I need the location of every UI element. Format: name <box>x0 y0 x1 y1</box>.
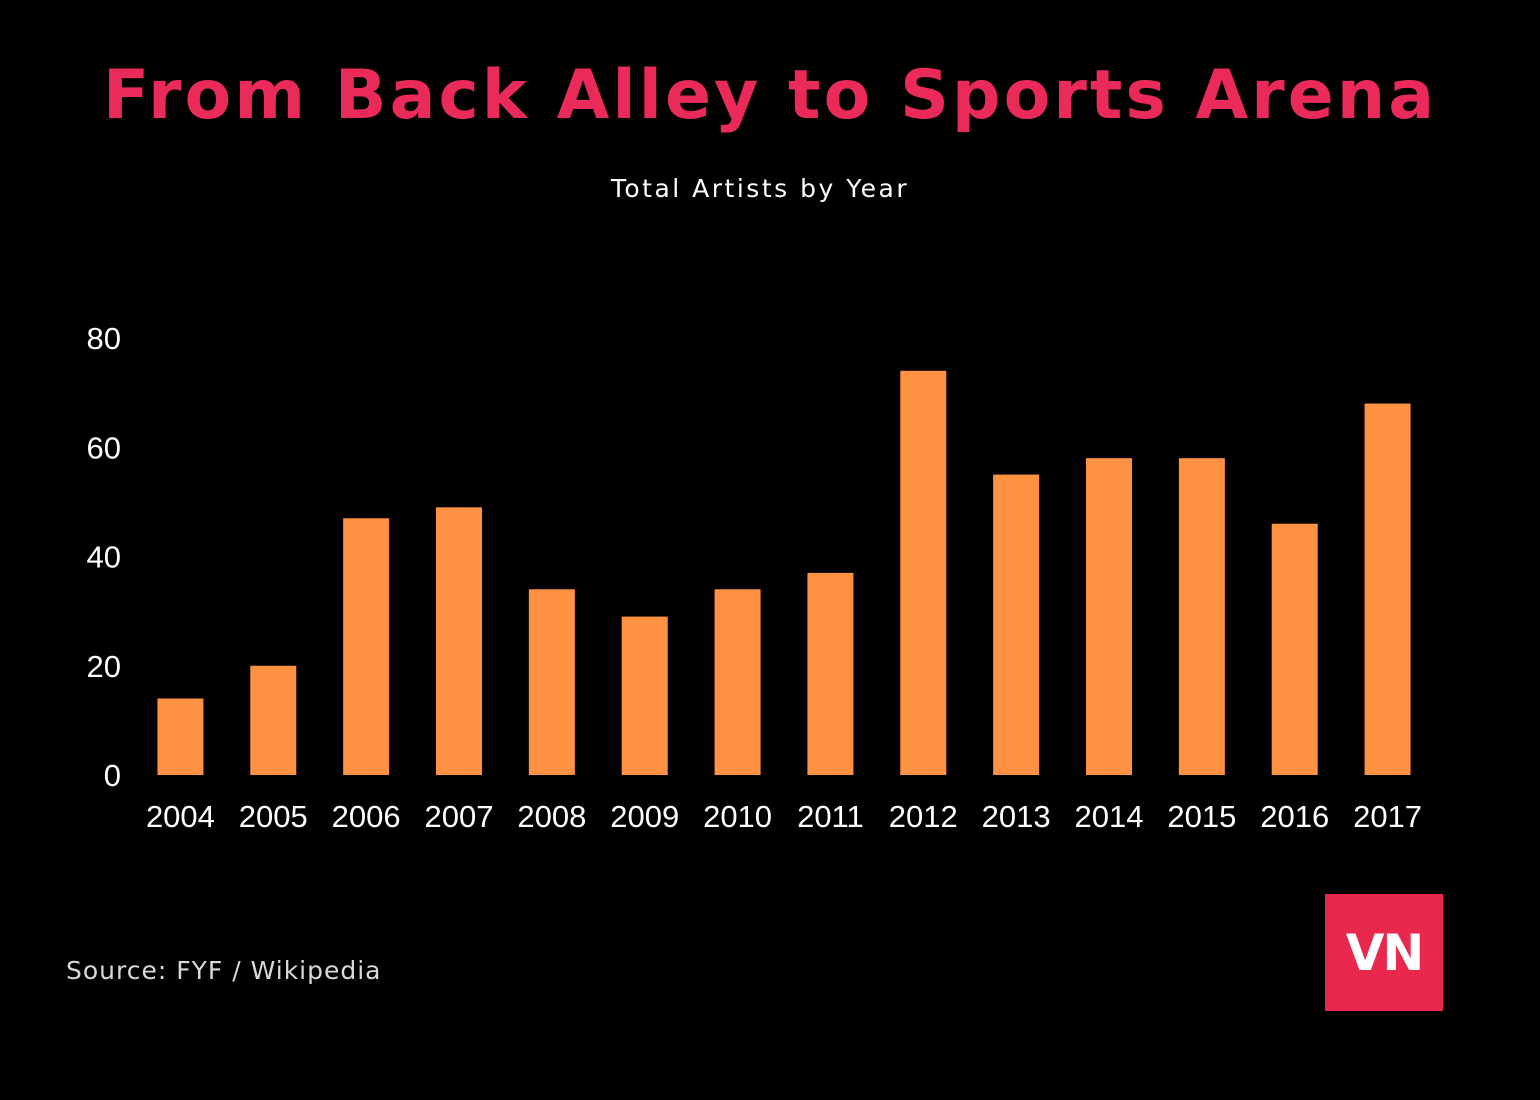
x-tick-label: 2017 <box>1353 799 1422 834</box>
bar-2016 <box>1271 523 1318 775</box>
x-tick-label: 2005 <box>239 799 308 834</box>
x-axis-ticks: 2004 2005 2006 2007 2008 2009 2010 2011 2012 2013… <box>146 799 1422 834</box>
bar-2012 <box>900 370 947 775</box>
bar-2009 <box>621 616 668 775</box>
x-tick-label: 2004 <box>146 799 215 834</box>
bar-2015 <box>1178 458 1225 775</box>
bar-2008 <box>528 589 575 775</box>
x-tick-label: 2011 <box>797 799 864 834</box>
chart-title: From Back Alley to Sports Arena <box>102 56 1438 135</box>
bars <box>157 370 1411 775</box>
bar-2005 <box>250 665 297 775</box>
bar-2011 <box>807 572 854 775</box>
source-note: Source: FYF / Wikipedia <box>66 956 382 985</box>
bar-2010 <box>714 589 761 775</box>
x-tick-label: 2013 <box>982 799 1051 834</box>
y-tick-label: 20 <box>87 649 121 684</box>
x-tick-label: 2015 <box>1167 799 1236 834</box>
bar-2013 <box>993 474 1040 775</box>
chart-subtitle: Total Artists by Year <box>610 174 910 203</box>
y-tick-label: 80 <box>87 321 121 356</box>
x-tick-label: 2016 <box>1260 799 1329 834</box>
y-tick-label: 60 <box>87 430 121 465</box>
x-tick-label: 2014 <box>1075 799 1144 834</box>
logo-text: VN <box>1345 923 1425 982</box>
y-tick-label: 40 <box>87 540 121 575</box>
x-tick-label: 2006 <box>332 799 401 834</box>
bar-2017 <box>1364 403 1411 775</box>
y-tick-label: 0 <box>104 758 121 793</box>
bar-2004 <box>157 698 204 775</box>
bar-2007 <box>436 507 482 775</box>
x-tick-label: 2007 <box>425 799 494 834</box>
vn-logo: VN <box>1325 894 1443 1011</box>
x-tick-label: 2010 <box>703 799 772 834</box>
x-tick-label: 2012 <box>889 799 958 834</box>
bar-2006 <box>343 518 390 775</box>
x-tick-label: 2009 <box>610 799 679 834</box>
y-axis-ticks: 0 20 40 60 80 <box>87 321 121 793</box>
bar-2014 <box>1086 458 1132 775</box>
x-tick-label: 2008 <box>517 799 586 834</box>
